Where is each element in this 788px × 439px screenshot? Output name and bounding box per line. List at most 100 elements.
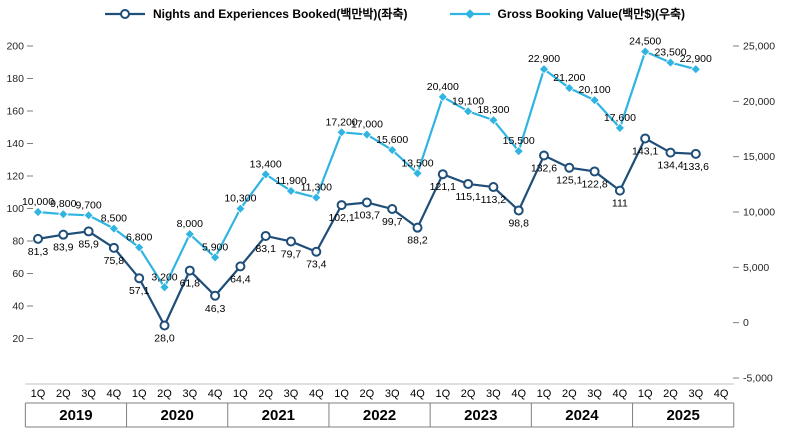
data-label-nights: 125,1 <box>556 175 582 187</box>
data-label-gbv: 21,200 <box>553 72 585 84</box>
data-point-nights <box>589 166 600 177</box>
data-point-nights <box>387 203 398 214</box>
data-point-gbv <box>462 106 474 117</box>
data-point-nights <box>159 320 170 331</box>
right-axis-label: 5,000 <box>743 262 769 274</box>
right-axis-label: 15,000 <box>743 151 775 163</box>
data-point-gbv <box>564 82 575 94</box>
data-label-nights: 75,8 <box>104 255 125 267</box>
data-label-gbv: 22,900 <box>528 53 560 65</box>
quarter-label: 2Q <box>157 388 172 400</box>
data-label-gbv: 9,800 <box>50 198 76 210</box>
quarter-label: 2Q <box>258 388 273 400</box>
quarter-label: 2Q <box>562 388 577 400</box>
data-label-gbv: 3,200 <box>151 271 177 283</box>
data-label-nights: 28,0 <box>154 333 175 345</box>
left-axis-label: 60 <box>12 268 24 280</box>
left-axis-label: 40 <box>12 301 24 313</box>
data-label-gbv: 15,600 <box>376 134 408 146</box>
quarter-label: 2Q <box>461 388 476 400</box>
data-point-gbv <box>184 228 195 240</box>
data-point-gbv <box>412 168 423 179</box>
quarter-label: 3Q <box>385 388 400 400</box>
quarter-label: 1Q <box>435 388 450 400</box>
data-label-gbv: 17,600 <box>604 112 636 124</box>
left-axis-label: 80 <box>12 236 24 248</box>
data-point-gbv <box>538 64 550 75</box>
data-label-nights: 98,8 <box>508 217 529 229</box>
right-axis-label: 20,000 <box>743 96 775 108</box>
data-label-gbv: 17,200 <box>326 116 358 128</box>
data-label-gbv: 22,900 <box>680 53 712 65</box>
legend-label-nights: Nights and Experiences Booked(백만박)(좌축) <box>152 7 408 21</box>
data-label-gbv: 8,000 <box>177 218 203 230</box>
data-label-nights: 46,3 <box>205 303 226 315</box>
quarter-label: 4Q <box>511 388 526 400</box>
data-label-nights: 85,9 <box>78 238 99 250</box>
data-label-gbv: 6,800 <box>126 231 152 243</box>
quarter-label: 4Q <box>107 388 122 400</box>
data-point-nights <box>134 273 145 284</box>
data-label-nights: 83,9 <box>53 242 74 254</box>
quarter-label: 3Q <box>284 388 299 400</box>
data-label-gbv: 10,300 <box>224 193 256 205</box>
data-point-gbv <box>437 91 448 103</box>
line-diamond-marker-icon <box>449 8 490 19</box>
data-label-gbv: 18,300 <box>477 104 509 116</box>
quarter-label: 3Q <box>182 388 197 400</box>
data-label-nights: 122,8 <box>581 178 607 190</box>
data-point-nights <box>361 197 372 208</box>
data-label-gbv: 9,700 <box>75 199 101 211</box>
data-label-gbv: 13,400 <box>250 158 282 170</box>
quarter-label: 2Q <box>663 388 678 400</box>
data-label-nights: 111 <box>612 198 628 210</box>
data-label-nights: 83,1 <box>255 243 276 255</box>
data-point-nights <box>640 133 651 144</box>
left-axis-label: 120 <box>6 171 24 183</box>
left-axis-label: 200 <box>6 41 24 53</box>
data-label-nights: 99,7 <box>382 216 403 228</box>
quarter-label: 1Q <box>132 388 147 400</box>
left-axis-label: 180 <box>6 73 24 85</box>
year-label: 2019 <box>59 407 92 424</box>
data-label-gbv: 13,500 <box>401 157 433 169</box>
data-point-nights <box>184 265 195 276</box>
quarter-label: 3Q <box>688 388 703 400</box>
line-circle-marker-icon <box>104 8 145 19</box>
quarter-label: 2Q <box>56 388 71 400</box>
data-point-nights <box>33 233 43 244</box>
data-point-gbv <box>134 242 145 253</box>
data-point-nights <box>412 222 423 233</box>
data-point-nights <box>488 182 499 193</box>
year-label: 2023 <box>464 407 497 424</box>
data-point-gbv <box>260 169 271 180</box>
right-axis-label: 25,000 <box>743 41 775 53</box>
quarter-label: 3Q <box>81 388 96 400</box>
quarter-label: 3Q <box>587 388 602 400</box>
quarter-label: 2Q <box>360 388 375 400</box>
data-point-gbv <box>488 114 499 126</box>
data-label-nights: 103,7 <box>354 209 380 221</box>
year-label: 2020 <box>160 407 193 424</box>
legend-item-gbv: Gross Booking Value(백만$)(우축) <box>448 5 685 22</box>
data-label-gbv: 19,100 <box>452 95 484 107</box>
data-label-nights: 121,1 <box>430 181 456 193</box>
legend-item-nights: Nights and Experiences Booked(백만박)(좌축) <box>103 5 408 22</box>
data-point-nights <box>665 147 676 158</box>
data-point-gbv <box>311 192 322 203</box>
data-point-gbv <box>108 223 120 234</box>
data-label-gbv: 8,500 <box>101 213 127 225</box>
data-point-gbv <box>614 122 626 134</box>
data-label-nights: 143,1 <box>632 145 658 157</box>
quarter-label: 4Q <box>613 388 628 400</box>
data-point-gbv <box>690 64 701 75</box>
right-axis-label: 0 <box>743 317 749 329</box>
data-label-nights: 115,1 <box>455 191 481 203</box>
data-label-nights: 134,4 <box>657 160 683 172</box>
data-point-gbv <box>32 206 44 218</box>
data-point-gbv <box>640 46 651 57</box>
year-label: 2025 <box>666 407 699 424</box>
data-point-gbv <box>83 210 94 221</box>
data-point-nights <box>539 150 549 161</box>
data-label-nights: 64,4 <box>230 273 251 285</box>
